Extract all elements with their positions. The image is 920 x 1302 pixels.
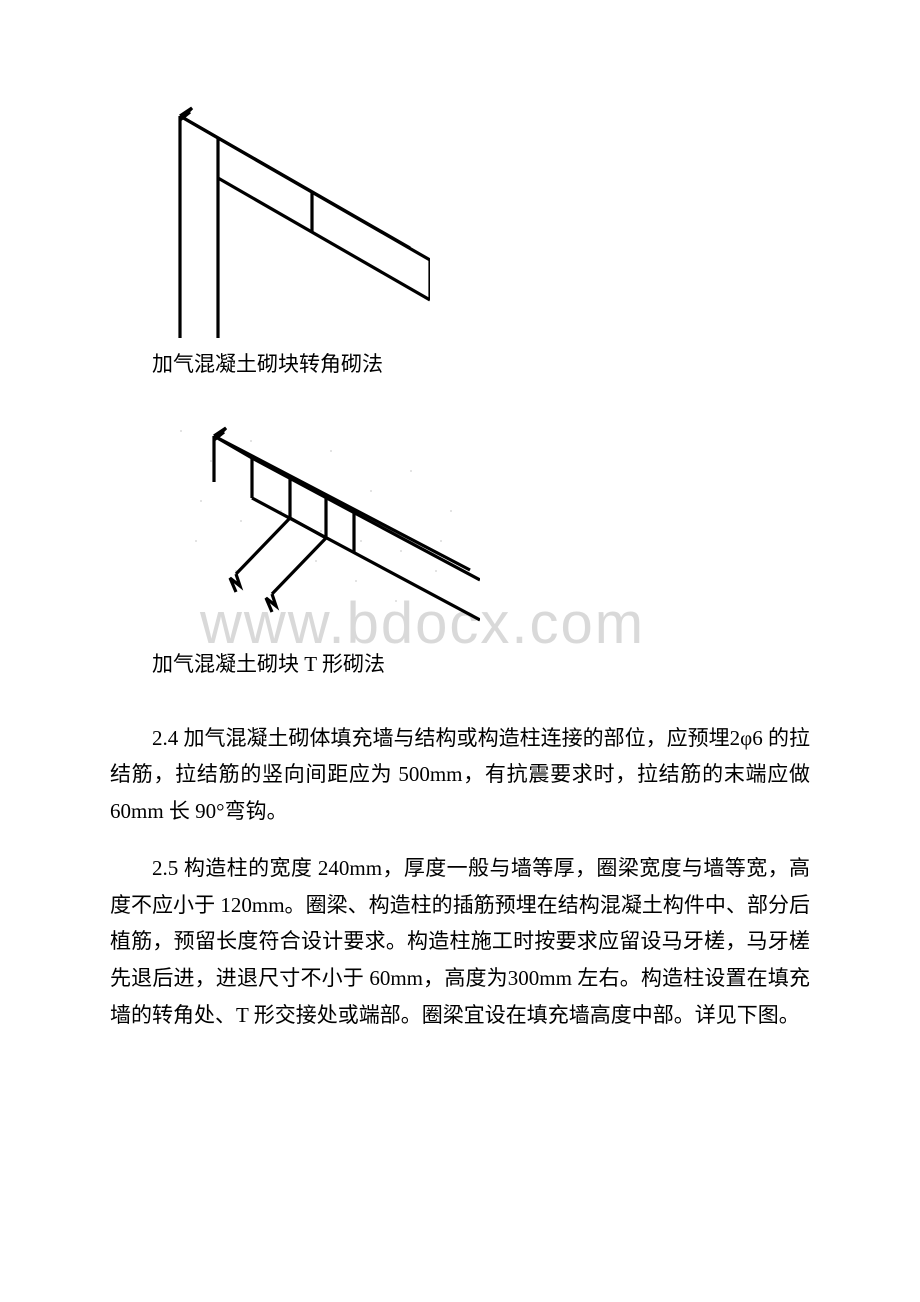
page: www.bdocx.com (0, 0, 920, 1302)
paragraph-2-5: 2.5 构造柱的宽度 240mm，厚度一般与墙等厚，圈梁宽度与墙等宽，高度不应小… (110, 850, 810, 1034)
figure-corner-masonry (110, 80, 810, 340)
corner-masonry-svg (130, 80, 430, 340)
figure2-caption: 加气混凝土砌块 T 形砌法 (110, 646, 810, 684)
content-area: 加气混凝土砌块转角砌法 (110, 80, 810, 1034)
figure1-caption: 加气混凝土砌块转角砌法 (110, 346, 810, 384)
t-masonry-svg (140, 420, 480, 640)
paragraph-2-4: 2.4 加气混凝土砌体填充墙与结构或构造柱连接的部位，应预埋2φ6 的拉结筋，拉… (110, 720, 810, 830)
figure-t-masonry (110, 420, 810, 640)
